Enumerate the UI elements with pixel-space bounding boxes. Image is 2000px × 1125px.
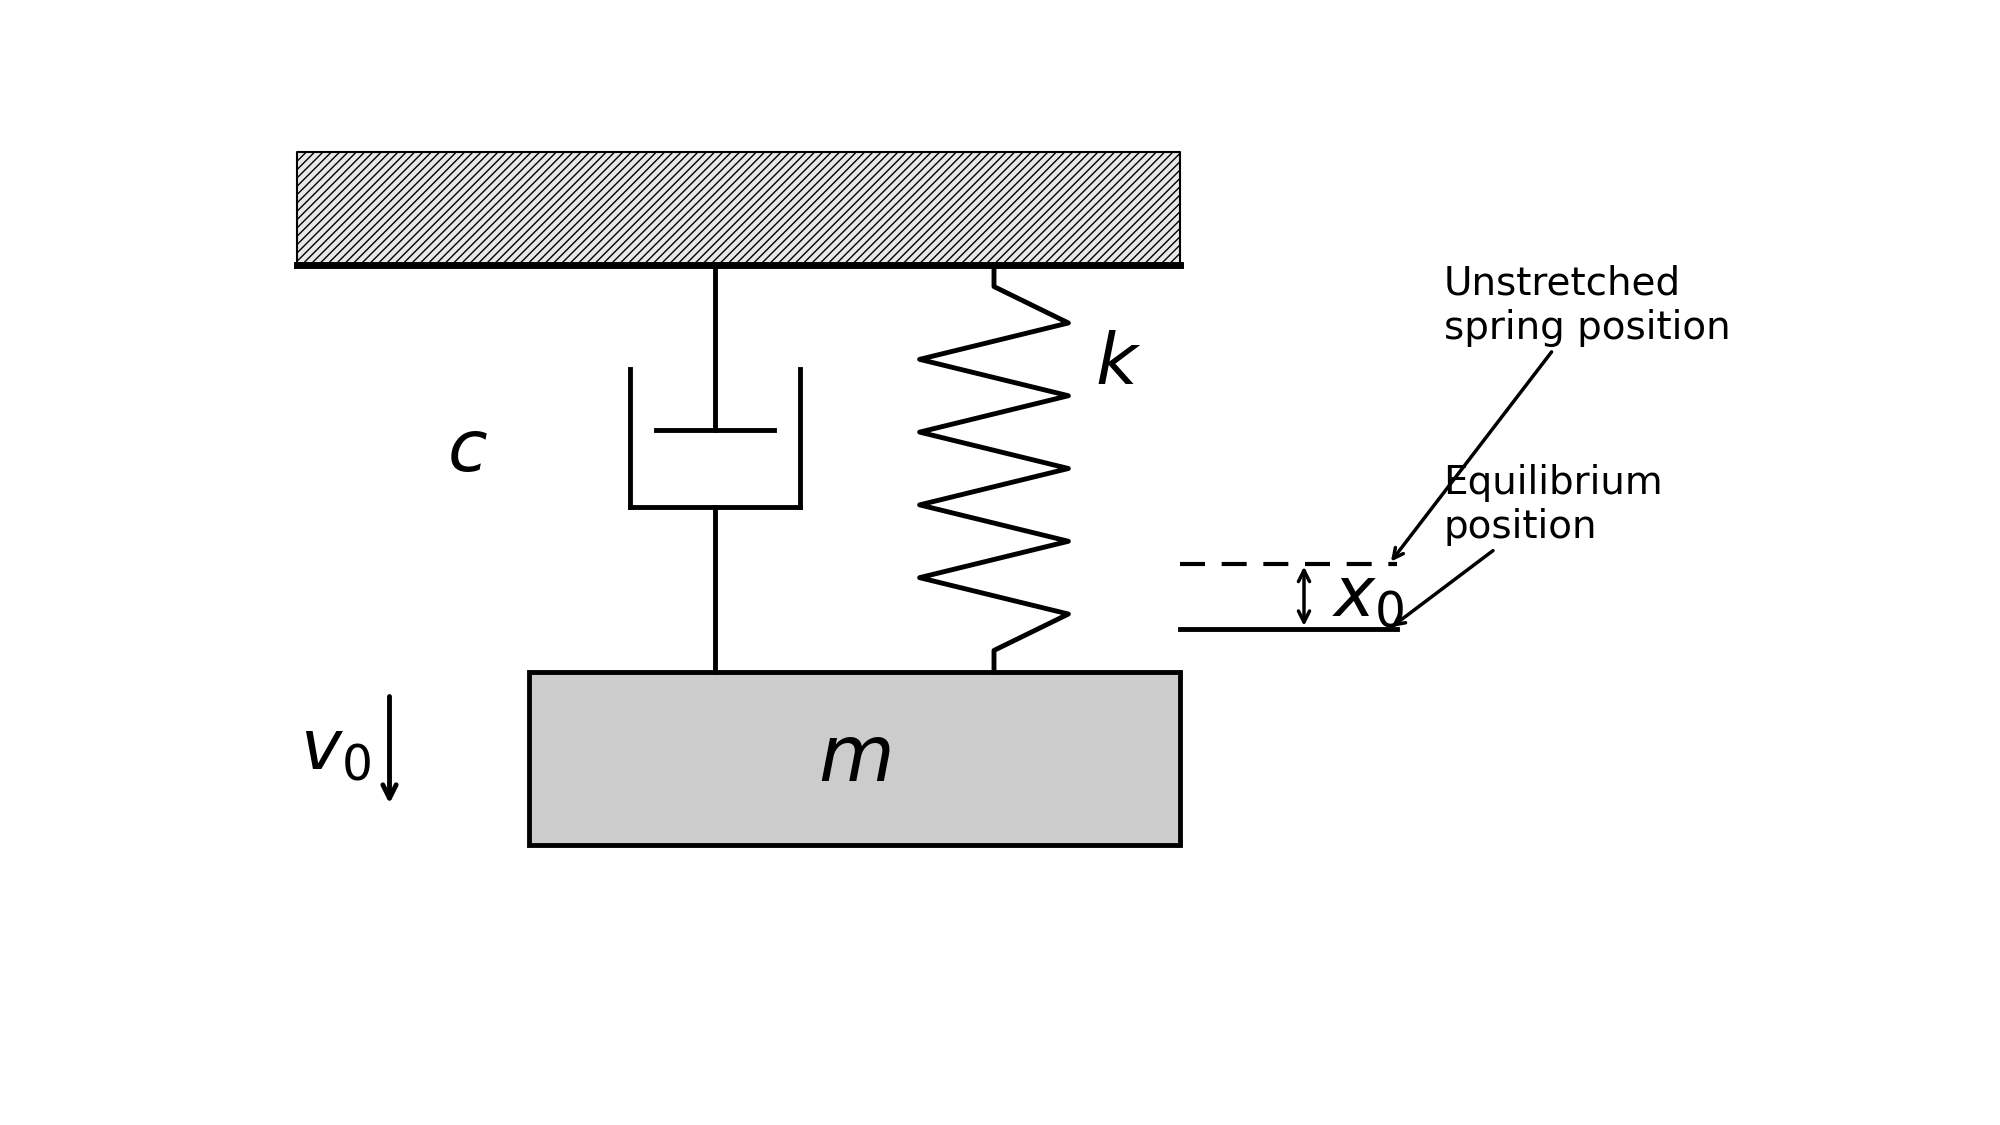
Text: Equilibrium
position: Equilibrium position <box>1394 465 1664 624</box>
Text: $v_0$: $v_0$ <box>300 717 370 783</box>
Text: $c$: $c$ <box>446 416 488 486</box>
Text: $k$: $k$ <box>1094 330 1140 399</box>
Text: $x_0$: $x_0$ <box>1332 562 1404 630</box>
Text: Unstretched
spring position: Unstretched spring position <box>1394 264 1730 558</box>
FancyBboxPatch shape <box>528 672 1180 845</box>
Text: $m$: $m$ <box>818 721 890 796</box>
